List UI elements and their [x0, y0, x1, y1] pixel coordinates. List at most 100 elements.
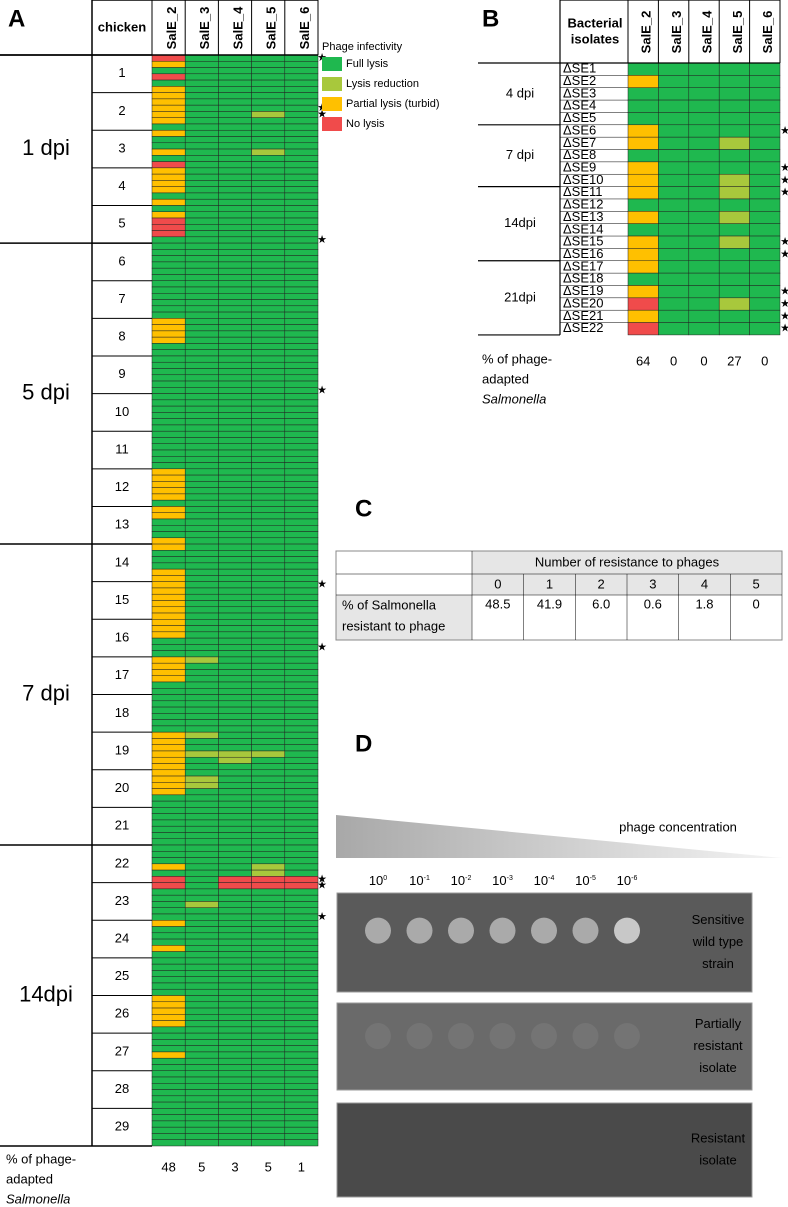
heatmap-cell	[284, 688, 319, 695]
heatmap-cell	[284, 788, 319, 796]
dilution-label: 10-4	[534, 873, 555, 888]
heatmap-cell	[284, 1089, 319, 1097]
heatmap-cell	[218, 593, 252, 601]
heatmap-cell	[718, 260, 750, 274]
chicken-label: 23	[115, 893, 129, 908]
heatmap-cell	[627, 272, 659, 286]
row-label: resistant to phage	[342, 618, 445, 633]
heatmap-cell	[251, 706, 286, 714]
heatmap-cell	[184, 662, 219, 670]
plate-label: Partially	[695, 1016, 742, 1031]
heatmap-cell	[184, 1076, 219, 1084]
heatmap-cell	[151, 637, 186, 645]
percent-value: 48.5	[485, 596, 510, 611]
heatmap-cell	[218, 487, 252, 495]
footer-value: 64	[636, 353, 650, 368]
heatmap-cell	[284, 644, 319, 651]
heatmap-cell	[184, 907, 219, 915]
heatmap-cell	[151, 562, 186, 570]
heatmap-cell	[184, 211, 219, 219]
heatmap-cell	[218, 876, 252, 883]
footer-value: 27	[727, 353, 741, 368]
heatmap-cell	[218, 136, 252, 144]
heatmap-cell	[658, 99, 690, 113]
heatmap-cell	[218, 1014, 252, 1021]
heatmap-cell	[151, 901, 186, 908]
heatmap-cell	[184, 938, 219, 946]
heatmap-cell	[658, 173, 690, 187]
heatmap-cell	[718, 173, 750, 187]
heatmap-cell	[184, 1051, 219, 1059]
heatmap-cell	[184, 756, 219, 764]
heatmap-cell	[184, 600, 219, 608]
heatmap-cell	[284, 907, 319, 915]
heatmap-cell	[184, 192, 219, 200]
heatmap-cell	[184, 305, 219, 313]
heatmap-cell	[151, 387, 186, 394]
group-label: 7 dpi	[22, 680, 70, 705]
heatmap-cell	[688, 248, 720, 262]
heatmap-cell	[218, 713, 252, 720]
chicken-label: 20	[115, 780, 129, 795]
heatmap-cell	[251, 267, 286, 275]
heatmap-cell	[284, 481, 319, 488]
heatmap-cell	[151, 98, 186, 106]
heatmap-cell	[184, 581, 219, 589]
heatmap-cell	[218, 738, 252, 745]
heatmap-cell	[284, 1070, 319, 1078]
heatmap-cell	[218, 650, 252, 658]
heatmap-cell	[284, 380, 319, 388]
heatmap-cell	[627, 136, 659, 150]
heatmap-cell	[151, 681, 186, 689]
heatmap-cell	[218, 274, 252, 281]
heatmap-cell	[184, 612, 219, 620]
heatmap-cell	[151, 1032, 186, 1040]
star: ★	[780, 298, 788, 310]
heatmap-cell	[218, 656, 252, 664]
heatmap-cell	[184, 982, 219, 990]
heatmap-cell	[251, 976, 286, 984]
heatmap-cell	[688, 75, 720, 88]
heatmap-cell	[251, 180, 286, 187]
heatmap-cell	[151, 1114, 186, 1122]
heatmap-cell	[184, 368, 219, 376]
heatmap-cell	[218, 217, 252, 225]
chicken-label: 3	[118, 140, 125, 155]
heatmap-cell	[627, 173, 659, 187]
group-label: 5 dpi	[22, 379, 70, 404]
heatmap-cell	[151, 242, 186, 250]
heatmap-cell	[184, 794, 219, 802]
heatmap-cell	[284, 932, 319, 940]
heatmap-cell	[218, 568, 252, 576]
heatmap-cell	[251, 1057, 286, 1065]
heatmap-cell	[218, 1089, 252, 1097]
heatmap-cell	[251, 355, 286, 363]
heatmap-cell	[184, 587, 219, 595]
heatmap-cell	[284, 173, 319, 181]
heatmap-cell	[749, 235, 781, 249]
chicken-label: 16	[115, 630, 129, 645]
heatmap-cell	[284, 775, 319, 783]
plate-label: isolate	[699, 1060, 737, 1075]
dilution-base: 10	[492, 873, 506, 888]
column-header: SalE_3	[197, 7, 212, 50]
chicken-label: 9	[118, 366, 125, 381]
dilution-exponent: -5	[590, 875, 596, 882]
heatmap-cell	[251, 1014, 286, 1021]
count-label: 3	[649, 576, 656, 591]
heatmap-cell	[251, 744, 286, 752]
gradient-label: phage concentration	[619, 819, 737, 834]
heatmap-cell	[284, 79, 319, 87]
heatmap-cell	[151, 1007, 186, 1015]
heatmap-cell	[251, 1001, 286, 1009]
legend-label: Partial lysis (turbid)	[346, 98, 440, 110]
heatmap-cell	[284, 1032, 319, 1040]
heatmap-cell	[218, 192, 252, 200]
heatmap-cell	[251, 311, 286, 319]
heatmap-cell	[218, 857, 252, 865]
heatmap-cell	[184, 493, 219, 501]
heatmap-cell	[251, 675, 286, 683]
heatmap-cell	[218, 418, 252, 426]
heatmap-cell	[218, 73, 252, 81]
heatmap-cell	[184, 713, 219, 720]
